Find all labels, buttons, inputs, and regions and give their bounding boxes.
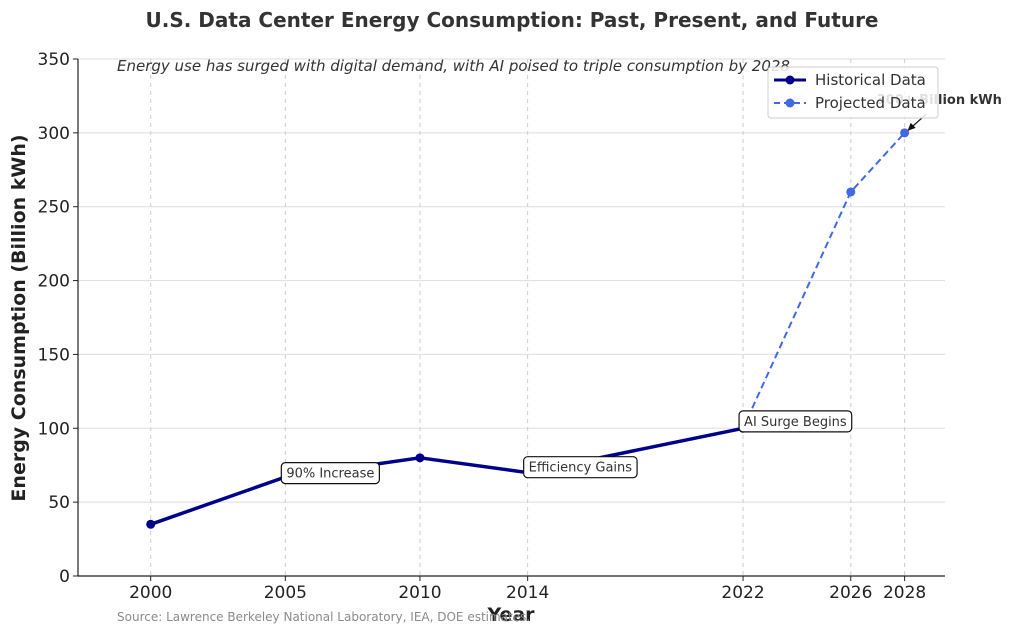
- source-note: Source: Lawrence Berkeley National Labor…: [117, 610, 530, 624]
- y-tick-label: 350: [38, 50, 70, 70]
- data-point-projected: [846, 187, 856, 197]
- annotation-text: Efficiency Gains: [529, 461, 633, 476]
- data-point-historical: [146, 519, 156, 529]
- chart-subtitle: Energy use has surged with digital deman…: [117, 57, 790, 75]
- annotation-box: AI Surge Begins: [738, 410, 853, 433]
- x-tick-label: 2000: [129, 583, 172, 603]
- axes: 0 50 100 150 200 250 300 350 2000 2005 2010 2014 202…: [38, 50, 945, 603]
- y-tick-label: 50: [48, 493, 70, 513]
- annotation-frame: [280, 462, 380, 485]
- grid: [78, 58, 945, 577]
- y-tick-label: 150: [38, 345, 70, 365]
- series-line-historical: [150, 426, 744, 526]
- annotation-frame: [523, 456, 638, 479]
- x-tick-label: 2014: [506, 583, 549, 603]
- annotation-box: Efficiency Gains: [523, 456, 638, 479]
- chart-title: U.S. Data Center Energy Consumption: Pas…: [145, 8, 878, 32]
- y-tick-label: 100: [38, 419, 70, 439]
- y-axis-label: Energy Consumption (Billion kWh): [8, 134, 30, 501]
- legend-label-historical: Historical Data: [815, 71, 926, 89]
- y-tick-label: 0: [59, 567, 70, 587]
- callout-arrowhead: [907, 122, 916, 131]
- annotation-text: 90% Increase: [286, 467, 374, 482]
- data-point-historical: [415, 453, 425, 463]
- legend-label-projected: Projected Data: [815, 94, 926, 112]
- annotation-frame: [738, 410, 853, 433]
- legend-historical-marker: [785, 75, 795, 85]
- x-tick-label: 2005: [264, 583, 307, 603]
- x-tick-label: 2010: [398, 583, 441, 603]
- x-tick-label: 2026: [829, 583, 872, 603]
- y-tick-label: 200: [38, 272, 70, 292]
- legend-projected-marker: [785, 98, 795, 108]
- data-point-projected: [900, 128, 910, 138]
- x-tick-label: 2022: [721, 583, 764, 603]
- x-tick-label: 2028: [883, 583, 926, 603]
- legend-frame: [767, 66, 939, 119]
- y-tick-label: 250: [38, 198, 70, 218]
- annotations: 90% Increase Efficiency Gains AI Surge Beg…: [280, 93, 1002, 485]
- y-tick-label: 300: [38, 124, 70, 144]
- legend: Historical Data Projected Data: [767, 66, 939, 119]
- annotation-text: AI Surge Begins: [744, 415, 847, 430]
- annotation-box: 90% Increase: [280, 462, 380, 485]
- x-axis-label: Year: [486, 604, 535, 626]
